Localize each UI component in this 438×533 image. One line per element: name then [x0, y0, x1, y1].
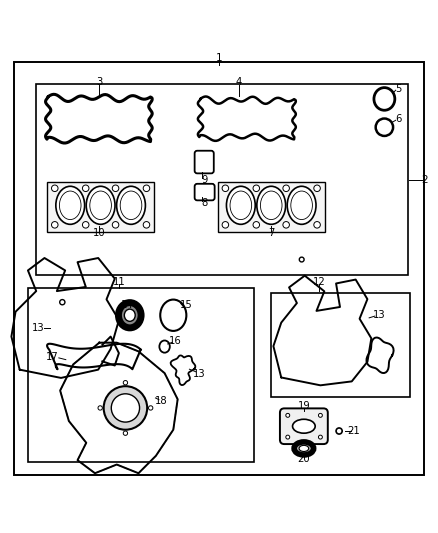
Text: 13: 13	[32, 324, 45, 333]
Text: 4: 4	[236, 77, 242, 87]
Ellipse shape	[283, 185, 290, 191]
Text: 13: 13	[372, 310, 385, 320]
Ellipse shape	[148, 406, 153, 410]
Ellipse shape	[287, 187, 316, 224]
Text: 14: 14	[121, 300, 134, 310]
Text: 19: 19	[297, 401, 310, 411]
Text: 8: 8	[201, 198, 207, 208]
Ellipse shape	[123, 381, 127, 385]
Ellipse shape	[226, 187, 255, 224]
Ellipse shape	[112, 185, 119, 191]
Ellipse shape	[299, 446, 309, 451]
Ellipse shape	[117, 187, 145, 224]
Text: 6: 6	[395, 115, 402, 124]
Text: 5: 5	[395, 84, 402, 94]
Ellipse shape	[253, 222, 260, 228]
Ellipse shape	[294, 442, 314, 455]
Text: 3: 3	[96, 77, 102, 87]
Ellipse shape	[111, 394, 140, 422]
Ellipse shape	[143, 222, 150, 228]
Ellipse shape	[112, 222, 119, 228]
Ellipse shape	[257, 187, 286, 224]
Bar	[28, 288, 254, 462]
Ellipse shape	[318, 414, 322, 417]
Bar	[47, 182, 154, 232]
Text: 7: 7	[268, 229, 275, 238]
Text: 18: 18	[155, 397, 168, 407]
Ellipse shape	[283, 222, 290, 228]
Text: 21: 21	[347, 426, 360, 436]
Ellipse shape	[124, 309, 135, 321]
Text: 13: 13	[193, 369, 206, 379]
Ellipse shape	[222, 185, 229, 191]
Ellipse shape	[86, 187, 115, 224]
Text: 10: 10	[93, 229, 106, 238]
Text: 11: 11	[113, 277, 125, 287]
Text: 1: 1	[215, 53, 223, 63]
Bar	[218, 182, 325, 232]
Bar	[36, 84, 408, 275]
Ellipse shape	[104, 386, 147, 430]
Text: 12: 12	[313, 277, 325, 287]
Ellipse shape	[314, 222, 320, 228]
Text: 17: 17	[46, 352, 59, 362]
Text: 16: 16	[169, 336, 182, 346]
Bar	[271, 293, 410, 397]
Text: 9: 9	[201, 175, 207, 185]
Ellipse shape	[98, 406, 102, 410]
Text: 15: 15	[180, 300, 193, 310]
Text: 2: 2	[421, 175, 428, 185]
Ellipse shape	[52, 185, 58, 191]
Ellipse shape	[118, 303, 141, 328]
Ellipse shape	[286, 414, 290, 417]
Ellipse shape	[222, 222, 229, 228]
Ellipse shape	[82, 185, 89, 191]
Text: 20: 20	[297, 454, 310, 464]
Ellipse shape	[293, 419, 315, 433]
Ellipse shape	[253, 185, 260, 191]
Ellipse shape	[82, 222, 89, 228]
FancyBboxPatch shape	[280, 408, 328, 444]
Ellipse shape	[123, 431, 127, 435]
Ellipse shape	[286, 435, 290, 439]
Ellipse shape	[314, 185, 320, 191]
Ellipse shape	[143, 185, 150, 191]
Ellipse shape	[52, 222, 58, 228]
Ellipse shape	[318, 435, 322, 439]
Ellipse shape	[56, 187, 85, 224]
